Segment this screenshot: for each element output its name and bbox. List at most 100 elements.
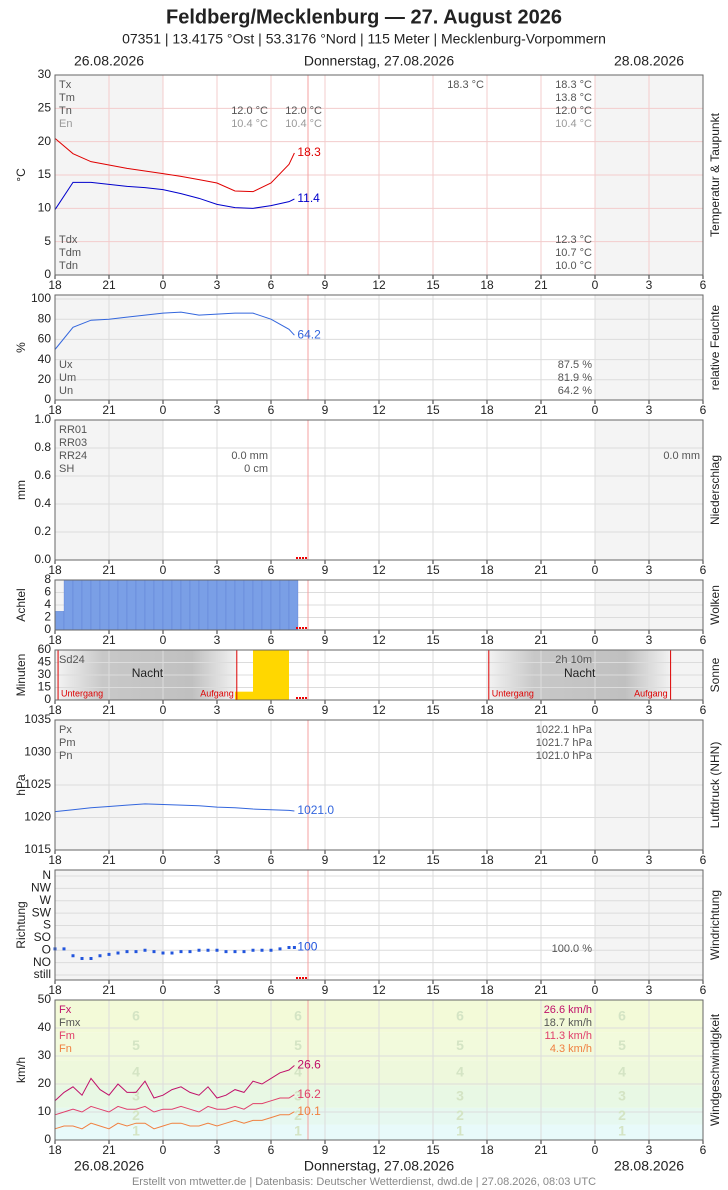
y-tick-label: 1025 bbox=[24, 777, 51, 791]
row-value: 2h 10m bbox=[555, 654, 592, 666]
bar bbox=[108, 579, 119, 631]
y-tick-label: 30 bbox=[38, 67, 52, 81]
sunset-label: Untergang bbox=[61, 688, 103, 698]
y-tick-label: 60 bbox=[38, 332, 52, 346]
y-tick-label: 40 bbox=[38, 1020, 52, 1034]
x-tick-label: 6 bbox=[268, 983, 275, 997]
beaufort-label: 2 bbox=[132, 1107, 140, 1123]
date-right: 28.08.2026 bbox=[614, 1158, 684, 1174]
y-axis-label: Achtel bbox=[14, 588, 28, 621]
bar bbox=[72, 579, 83, 631]
y-tick-label: N bbox=[42, 868, 51, 882]
y-tick-label: 0.2 bbox=[34, 524, 51, 538]
date-center: Donnerstag, 27.08.2026 bbox=[304, 53, 454, 69]
y-tick-label: NO bbox=[33, 955, 51, 969]
x-tick-label: 3 bbox=[214, 703, 221, 717]
y-tick-label: 0.8 bbox=[34, 440, 51, 454]
x-tick-label: 21 bbox=[102, 983, 116, 997]
beaufort-label: 6 bbox=[294, 1008, 302, 1024]
bar bbox=[288, 579, 299, 631]
x-tick-label: 0 bbox=[592, 983, 599, 997]
x-tick-label: 21 bbox=[534, 563, 548, 577]
sunrise-label: Aufgang bbox=[634, 688, 668, 698]
row-value: 87.5 % bbox=[558, 359, 592, 371]
bar bbox=[162, 579, 173, 631]
y-tick-label: 0 bbox=[44, 1132, 51, 1146]
frame bbox=[54, 419, 704, 561]
point bbox=[206, 948, 210, 952]
y-tick-label: 1030 bbox=[24, 745, 51, 759]
y-tick-label: 0 bbox=[44, 392, 51, 406]
point bbox=[251, 948, 255, 952]
x-tick-label: 6 bbox=[700, 403, 707, 417]
frame bbox=[54, 294, 704, 401]
panel-title: Niederschlag bbox=[708, 455, 722, 525]
y-tick-label: 50 bbox=[38, 992, 52, 1006]
x-tick-label: 18 bbox=[480, 983, 494, 997]
beaufort-label: 6 bbox=[132, 1008, 140, 1024]
y-tick-label: 2 bbox=[44, 610, 51, 624]
bar bbox=[90, 579, 101, 631]
x-tick-label: 18 bbox=[48, 1143, 62, 1157]
point bbox=[62, 947, 66, 951]
row-value: 12.0 °C bbox=[555, 105, 592, 117]
x-tick-label: 21 bbox=[534, 403, 548, 417]
y-tick-label: 30 bbox=[38, 667, 52, 681]
x-tick-label: 9 bbox=[322, 1143, 329, 1157]
frame bbox=[54, 719, 704, 851]
x-tick-label: 21 bbox=[534, 853, 548, 867]
bar bbox=[153, 579, 164, 631]
x-tick-label: 6 bbox=[268, 633, 275, 647]
y-tick-label: 40 bbox=[38, 352, 52, 366]
y-axis-label: km/h bbox=[14, 1057, 28, 1083]
y-tick-label: 60 bbox=[38, 642, 52, 656]
x-tick-label: 0 bbox=[592, 403, 599, 417]
bar bbox=[144, 579, 155, 631]
y-tick-label: 8 bbox=[44, 572, 51, 586]
x-tick-label: 12 bbox=[372, 403, 386, 417]
x-tick-label: 6 bbox=[700, 563, 707, 577]
x-tick-label: 0 bbox=[160, 633, 167, 647]
point bbox=[98, 954, 102, 958]
x-tick-label: 21 bbox=[534, 983, 548, 997]
point bbox=[215, 948, 219, 952]
row-value: 0.0 mm bbox=[231, 450, 268, 462]
beaufort-label: 4 bbox=[456, 1064, 464, 1080]
footer: Erstellt von mtwetter.de | Datenbasis: D… bbox=[132, 1176, 596, 1188]
bar bbox=[243, 579, 254, 631]
x-tick-label: 0 bbox=[592, 278, 599, 292]
bar bbox=[171, 579, 182, 631]
row-value: 12.3 °C bbox=[555, 234, 592, 246]
x-tick-label: 0 bbox=[160, 278, 167, 292]
beaufort-label: 5 bbox=[456, 1037, 464, 1053]
point bbox=[80, 957, 84, 960]
y-tick-label: 25 bbox=[38, 101, 52, 115]
row-label: Tx bbox=[59, 79, 72, 91]
x-tick-label: 0 bbox=[592, 853, 599, 867]
row-label: RR24 bbox=[59, 450, 87, 462]
row-value: 18.3 °C bbox=[447, 79, 484, 91]
beaufort-label: 6 bbox=[456, 1008, 464, 1024]
x-tick-label: 21 bbox=[102, 1143, 116, 1157]
sunset-label: Untergang bbox=[492, 688, 534, 698]
row-label: RR03 bbox=[59, 437, 87, 449]
row-value: 26.6 km/h bbox=[544, 1004, 592, 1016]
x-tick-label: 21 bbox=[534, 278, 548, 292]
x-tick-label: 18 bbox=[480, 703, 494, 717]
y-tick-label: 100 bbox=[31, 291, 51, 305]
end-label: 16.2 bbox=[297, 1087, 321, 1101]
row-value: 1021.0 hPa bbox=[536, 750, 593, 762]
line bbox=[54, 1111, 295, 1130]
bar bbox=[279, 579, 290, 631]
x-tick-label: 12 bbox=[372, 703, 386, 717]
bar bbox=[216, 579, 227, 631]
x-tick-label: 18 bbox=[480, 403, 494, 417]
row-value: 1021.7 hPa bbox=[536, 737, 593, 749]
x-tick-label: 0 bbox=[160, 853, 167, 867]
x-tick-label: 6 bbox=[700, 703, 707, 717]
night-label: Nacht bbox=[132, 666, 164, 680]
panel-title: Windrichtung bbox=[708, 890, 722, 960]
x-tick-label: 21 bbox=[534, 703, 548, 717]
line bbox=[54, 137, 295, 193]
x-tick-label: 3 bbox=[646, 1143, 653, 1157]
